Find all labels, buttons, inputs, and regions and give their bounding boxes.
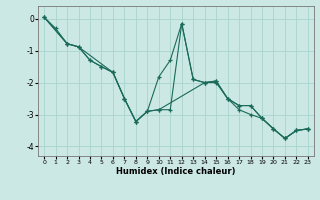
X-axis label: Humidex (Indice chaleur): Humidex (Indice chaleur) [116,167,236,176]
